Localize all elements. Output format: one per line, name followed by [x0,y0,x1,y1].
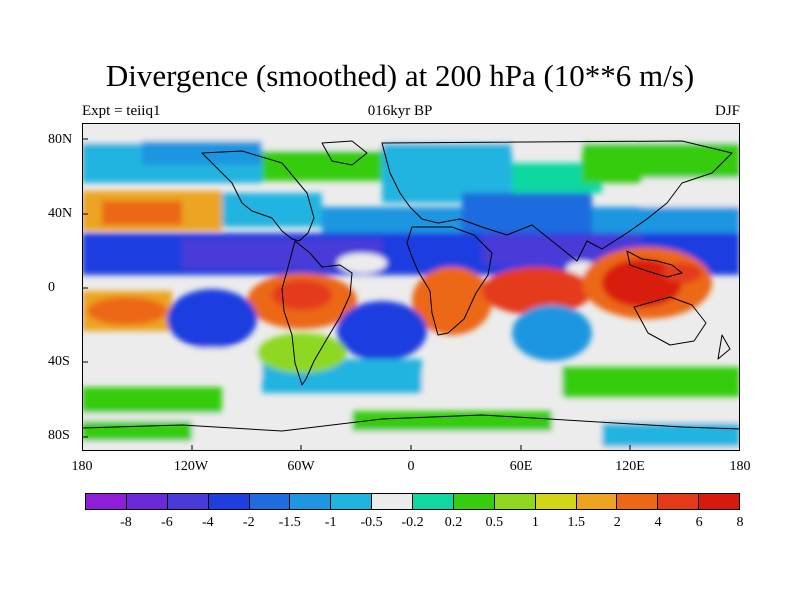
colorbar-swatch [85,493,127,510]
season-label: DJF [714,103,740,119]
lat-label: 0 [48,280,55,295]
period-label: 016kyr BP [367,103,433,119]
lon-label: 0 [407,459,415,474]
colorbar-label: 8 [736,515,744,530]
lat-label: 80N [48,132,73,147]
lat-label: 40N [48,206,73,221]
lon-label: 60W [287,459,315,474]
colorbar-swatch [575,493,618,510]
colorbar-label: -8 [120,515,132,530]
colorbar-swatch [616,493,659,510]
colorbar-swatch [371,493,413,510]
colorbar-swatch [493,493,536,510]
colorbar-swatch [330,493,373,510]
lon-label: 120E [615,459,645,474]
colorbar-swatch [289,493,332,510]
lon-label: 180 [729,459,751,474]
colorbar-swatch [698,493,740,510]
colorbar-swatch [534,493,577,510]
colorbar-label: -0.2 [401,515,424,530]
colorbar-label: 0.2 [444,515,463,530]
lon-label: 180 [71,459,93,474]
colorbar-label: 1.5 [567,515,586,530]
lat-label: 80S [48,428,70,443]
experiment-label: Expt = teiiq1 [82,103,161,119]
colorbar-label: -0.5 [360,515,383,530]
colorbar-swatch [452,493,495,510]
colorbar-label: -1 [324,515,337,530]
colorbar-swatch [207,493,250,510]
lon-label: 60E [509,459,533,474]
colorbar-label: -1.5 [278,515,301,530]
lat-label: 40S [48,354,70,369]
colorbar-swatch [166,493,209,510]
colorbar [85,493,740,510]
colorbar-label: 2 [613,515,621,530]
colorbar-swatch [412,493,454,510]
colorbar-label: -6 [161,515,173,530]
colorbar-label: -2 [242,515,255,530]
colorbar-label: 6 [695,515,703,530]
colorbar-label: -4 [201,515,214,530]
colorbar-label: 0.5 [485,515,504,530]
colorbar-label: 1 [531,515,539,530]
colorbar-swatch [657,493,700,510]
colorbar-label: 4 [654,515,662,530]
colorbar-swatch [248,493,291,510]
colorbar-swatch [125,493,168,510]
lon-label: 120W [173,459,209,474]
divergence-map [82,123,740,451]
plot-title: Divergence (smoothed) at 200 hPa (10**6 … [105,58,695,93]
